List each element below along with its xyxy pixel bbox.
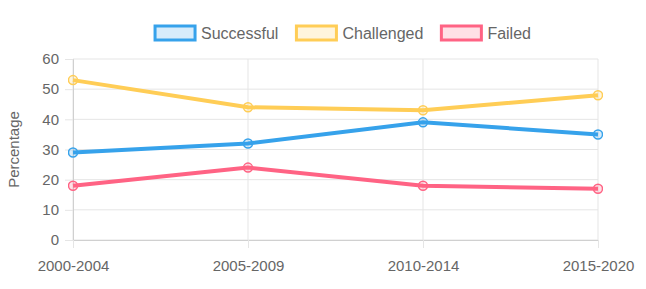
y-tick-mark bbox=[65, 59, 73, 60]
y-tick-label: 60 bbox=[42, 50, 59, 67]
legend-item: Failed bbox=[441, 25, 531, 42]
y-tick-mark bbox=[65, 119, 73, 120]
series-point bbox=[419, 181, 428, 190]
legend-swatch bbox=[441, 26, 481, 40]
x-axis: 2000-2004 2005-2009 2010-2014 2015-2020 bbox=[38, 240, 635, 274]
plot-area bbox=[69, 76, 603, 194]
y-tick-label: 10 bbox=[42, 201, 59, 218]
x-tick-mark bbox=[598, 240, 599, 248]
x-axis-line bbox=[74, 241, 599, 249]
legend-label: Successful bbox=[201, 25, 278, 42]
series-point bbox=[594, 91, 603, 100]
legend-label: Failed bbox=[487, 25, 531, 42]
series-line bbox=[73, 122, 598, 152]
x-tick-label: 2010-2014 bbox=[388, 257, 460, 274]
series-point bbox=[419, 118, 428, 127]
y-tick: 40 bbox=[42, 111, 73, 128]
legend-swatch bbox=[155, 26, 195, 40]
y-tick-label: 50 bbox=[42, 80, 59, 97]
x-tick-label: 2015-2020 bbox=[563, 257, 635, 274]
y-tick: 50 bbox=[42, 80, 73, 97]
x-tick-mark bbox=[73, 240, 74, 248]
legend-label: Challenged bbox=[342, 25, 423, 42]
x-tick-label: 2005-2009 bbox=[213, 257, 285, 274]
series-point bbox=[69, 148, 78, 157]
grid-line-x bbox=[248, 59, 249, 240]
y-tick: 0 bbox=[51, 231, 73, 248]
grid-line-x bbox=[598, 59, 599, 240]
legend: Successful Challenged Failed bbox=[155, 25, 531, 42]
y-tick-label: 30 bbox=[42, 141, 59, 158]
x-tick: 2005-2009 bbox=[213, 240, 285, 274]
series-line bbox=[73, 168, 598, 189]
series-line bbox=[73, 80, 598, 110]
series-point bbox=[244, 103, 253, 112]
series-point bbox=[419, 106, 428, 115]
y-tick-label: 20 bbox=[42, 171, 59, 188]
y-tick: 30 bbox=[42, 141, 73, 158]
grid-line-y bbox=[73, 59, 598, 60]
x-tick-mark bbox=[423, 240, 424, 248]
legend-item: Challenged bbox=[296, 25, 423, 42]
series-point bbox=[69, 181, 78, 190]
y-axis-title: Percentage bbox=[5, 111, 22, 188]
grid-line-y bbox=[73, 119, 598, 120]
series-point bbox=[244, 163, 253, 172]
y-tick-mark bbox=[65, 240, 73, 241]
series-point bbox=[244, 139, 253, 148]
series-point bbox=[594, 184, 603, 193]
x-tick: 2010-2014 bbox=[388, 240, 460, 274]
series-point bbox=[69, 76, 78, 85]
y-tick: 10 bbox=[42, 201, 73, 218]
x-tick-mark bbox=[248, 240, 249, 248]
y-tick-label: 40 bbox=[42, 111, 59, 128]
y-tick-mark bbox=[65, 180, 73, 181]
grid-line-x bbox=[423, 59, 424, 240]
grid-line-y bbox=[73, 209, 598, 210]
x-tick: 2000-2004 bbox=[38, 240, 110, 274]
grid-line-y bbox=[73, 89, 598, 90]
legend-item: Successful bbox=[155, 25, 278, 42]
y-tick-label: 0 bbox=[51, 231, 59, 248]
x-tick: 2015-2020 bbox=[563, 240, 635, 274]
x-tick-label: 2000-2004 bbox=[38, 257, 110, 274]
y-tick: 60 bbox=[42, 50, 73, 67]
y-tick-mark bbox=[65, 210, 73, 211]
legend-swatch bbox=[296, 26, 336, 40]
series-point bbox=[594, 130, 603, 139]
grid bbox=[73, 59, 598, 240]
y-tick-mark bbox=[65, 89, 73, 90]
